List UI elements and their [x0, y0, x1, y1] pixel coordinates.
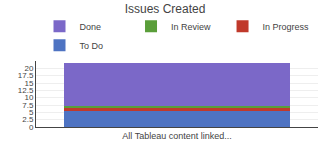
svg-text:7.5: 7.5 [22, 101, 34, 110]
svg-text:15: 15 [24, 79, 33, 88]
svg-text:In Review: In Review [171, 22, 211, 32]
svg-text:17.5: 17.5 [18, 71, 34, 80]
svg-text:12.5: 12.5 [18, 86, 34, 95]
svg-text:20: 20 [24, 64, 33, 73]
svg-text:All Tableau content linked...: All Tableau content linked... [122, 131, 231, 141]
svg-text:5: 5 [29, 108, 34, 117]
svg-text:10: 10 [24, 93, 33, 102]
svg-text:Done: Done [80, 22, 102, 32]
svg-text:In Progress: In Progress [263, 22, 310, 32]
svg-text:2.5: 2.5 [22, 115, 34, 124]
svg-text:To Do: To Do [80, 41, 104, 51]
svg-text:0: 0 [29, 123, 34, 132]
svg-text:Issues Created: Issues Created [125, 2, 206, 16]
